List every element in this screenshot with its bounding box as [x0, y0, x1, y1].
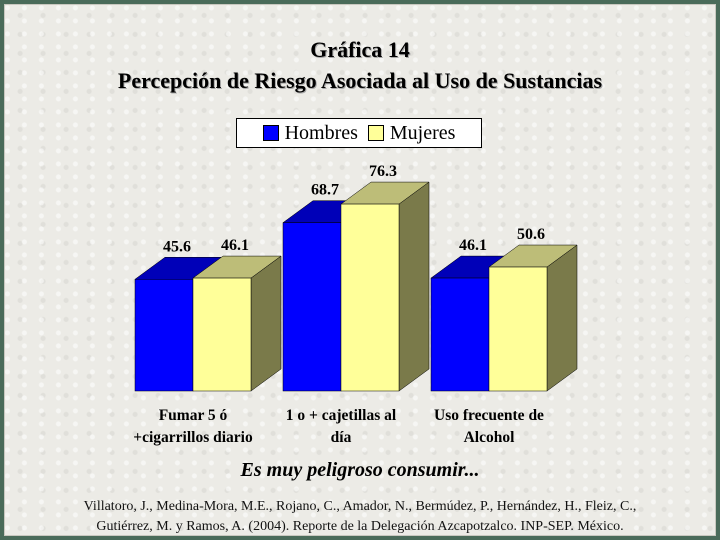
- category-label-2-1: Alcohol: [464, 429, 516, 446]
- chart-title-block: Gráfica 14 Percepción de Riesgo Asociada…: [4, 34, 716, 96]
- value-label-hombres-2: 46.1: [459, 237, 487, 254]
- category-label-1-0: 1 o + cajetillas al: [286, 407, 397, 424]
- chart-legend: Hombres Mujeres: [236, 118, 482, 148]
- legend-swatch-hombres: [262, 125, 279, 141]
- citation: Villatoro, J., Medina-Mora, M.E., Rojano…: [28, 497, 692, 537]
- bar-mujeres-1: [340, 203, 400, 392]
- legend-label-mujeres: Mujeres: [389, 121, 456, 144]
- legend-item-mujeres: Mujeres: [367, 121, 456, 145]
- value-label-hombres-0: 45.6: [163, 238, 191, 255]
- category-label-2-0: Uso frecuente de: [434, 407, 544, 424]
- citation-line-1: Villatoro, J., Medina-Mora, M.E., Rojano…: [83, 499, 637, 514]
- legend-item-hombres: Hombres: [262, 121, 358, 145]
- bar-mujeres-2-side: [546, 244, 578, 392]
- citation-line-2: Gutiérrez, M. y Ramos, A. (2004). Report…: [96, 519, 624, 534]
- category-label-0-0: Fumar 5 ó: [159, 407, 228, 424]
- bar-hombres-0: [134, 279, 194, 392]
- bar-hombres-2: [430, 277, 490, 392]
- bar-mujeres-0-side: [250, 255, 282, 392]
- value-label-mujeres-0: 46.1: [221, 237, 249, 254]
- bar-mujeres-1-side: [398, 181, 430, 392]
- bar-hombres-1: [282, 222, 342, 392]
- bar-chart: 45.6 46.1 Fumar 5 ó +cigarrillos diario 68.7…: [133, 163, 578, 446]
- value-label-mujeres-1: 76.3: [369, 163, 397, 180]
- value-label-mujeres-2: 50.6: [517, 226, 545, 243]
- legend-swatch-mujeres: [367, 125, 384, 141]
- chart-caption: Es muy peligroso consumir...: [240, 459, 480, 481]
- bar-mujeres-2: [488, 266, 548, 392]
- chart-title: Gráfica 14: [310, 37, 410, 62]
- chart-subtitle: Percepción de Riesgo Asociada al Uso de …: [117, 68, 603, 93]
- category-label-1-1: día: [331, 429, 352, 446]
- value-label-hombres-1: 68.7: [311, 182, 339, 199]
- slide-frame: Gráfica 14 Percepción de Riesgo Asociada…: [4, 4, 716, 536]
- legend-label-hombres: Hombres: [284, 121, 358, 144]
- category-label-0-1: +cigarrillos diario: [133, 429, 253, 446]
- bar-mujeres-0: [192, 277, 252, 392]
